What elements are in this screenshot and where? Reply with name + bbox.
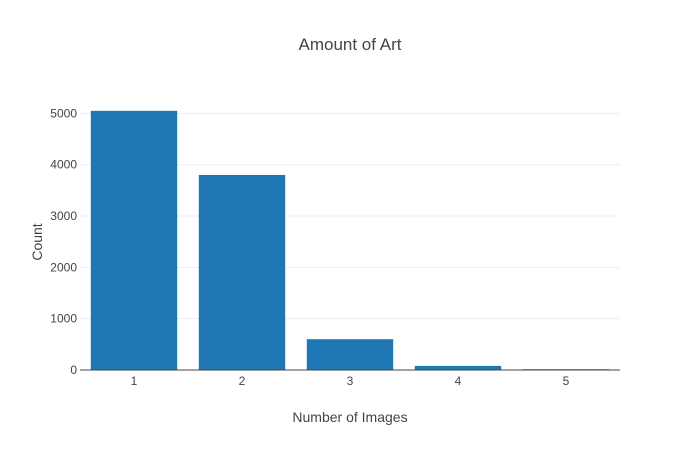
bar-4[interactable] — [414, 365, 502, 370]
chart-title: Amount of Art — [299, 35, 402, 54]
x-tick-label: 1 — [131, 374, 138, 388]
x-tick-label: 3 — [347, 374, 354, 388]
x-tick-label: 5 — [563, 374, 570, 388]
y-tick-label: 4000 — [50, 158, 77, 172]
bar-1[interactable] — [90, 110, 178, 370]
y-tick-label: 0 — [70, 363, 77, 377]
x-tick-label: 4 — [455, 374, 462, 388]
bars — [90, 110, 610, 370]
x-tick-label: 2 — [239, 374, 246, 388]
bar-3[interactable] — [306, 339, 394, 370]
x-tick-labels: 1 2 3 4 5 — [131, 374, 570, 388]
x-axis-title: Number of Images — [292, 409, 407, 425]
y-axis-title: Count — [29, 223, 45, 260]
y-tick-labels: 0 1000 2000 3000 4000 5000 — [50, 106, 77, 377]
bar-2[interactable] — [198, 174, 286, 370]
y-tick-label: 3000 — [50, 209, 77, 223]
y-tick-label: 1000 — [50, 312, 77, 326]
y-tick-label: 2000 — [50, 260, 77, 274]
y-tick-label: 5000 — [50, 106, 77, 120]
